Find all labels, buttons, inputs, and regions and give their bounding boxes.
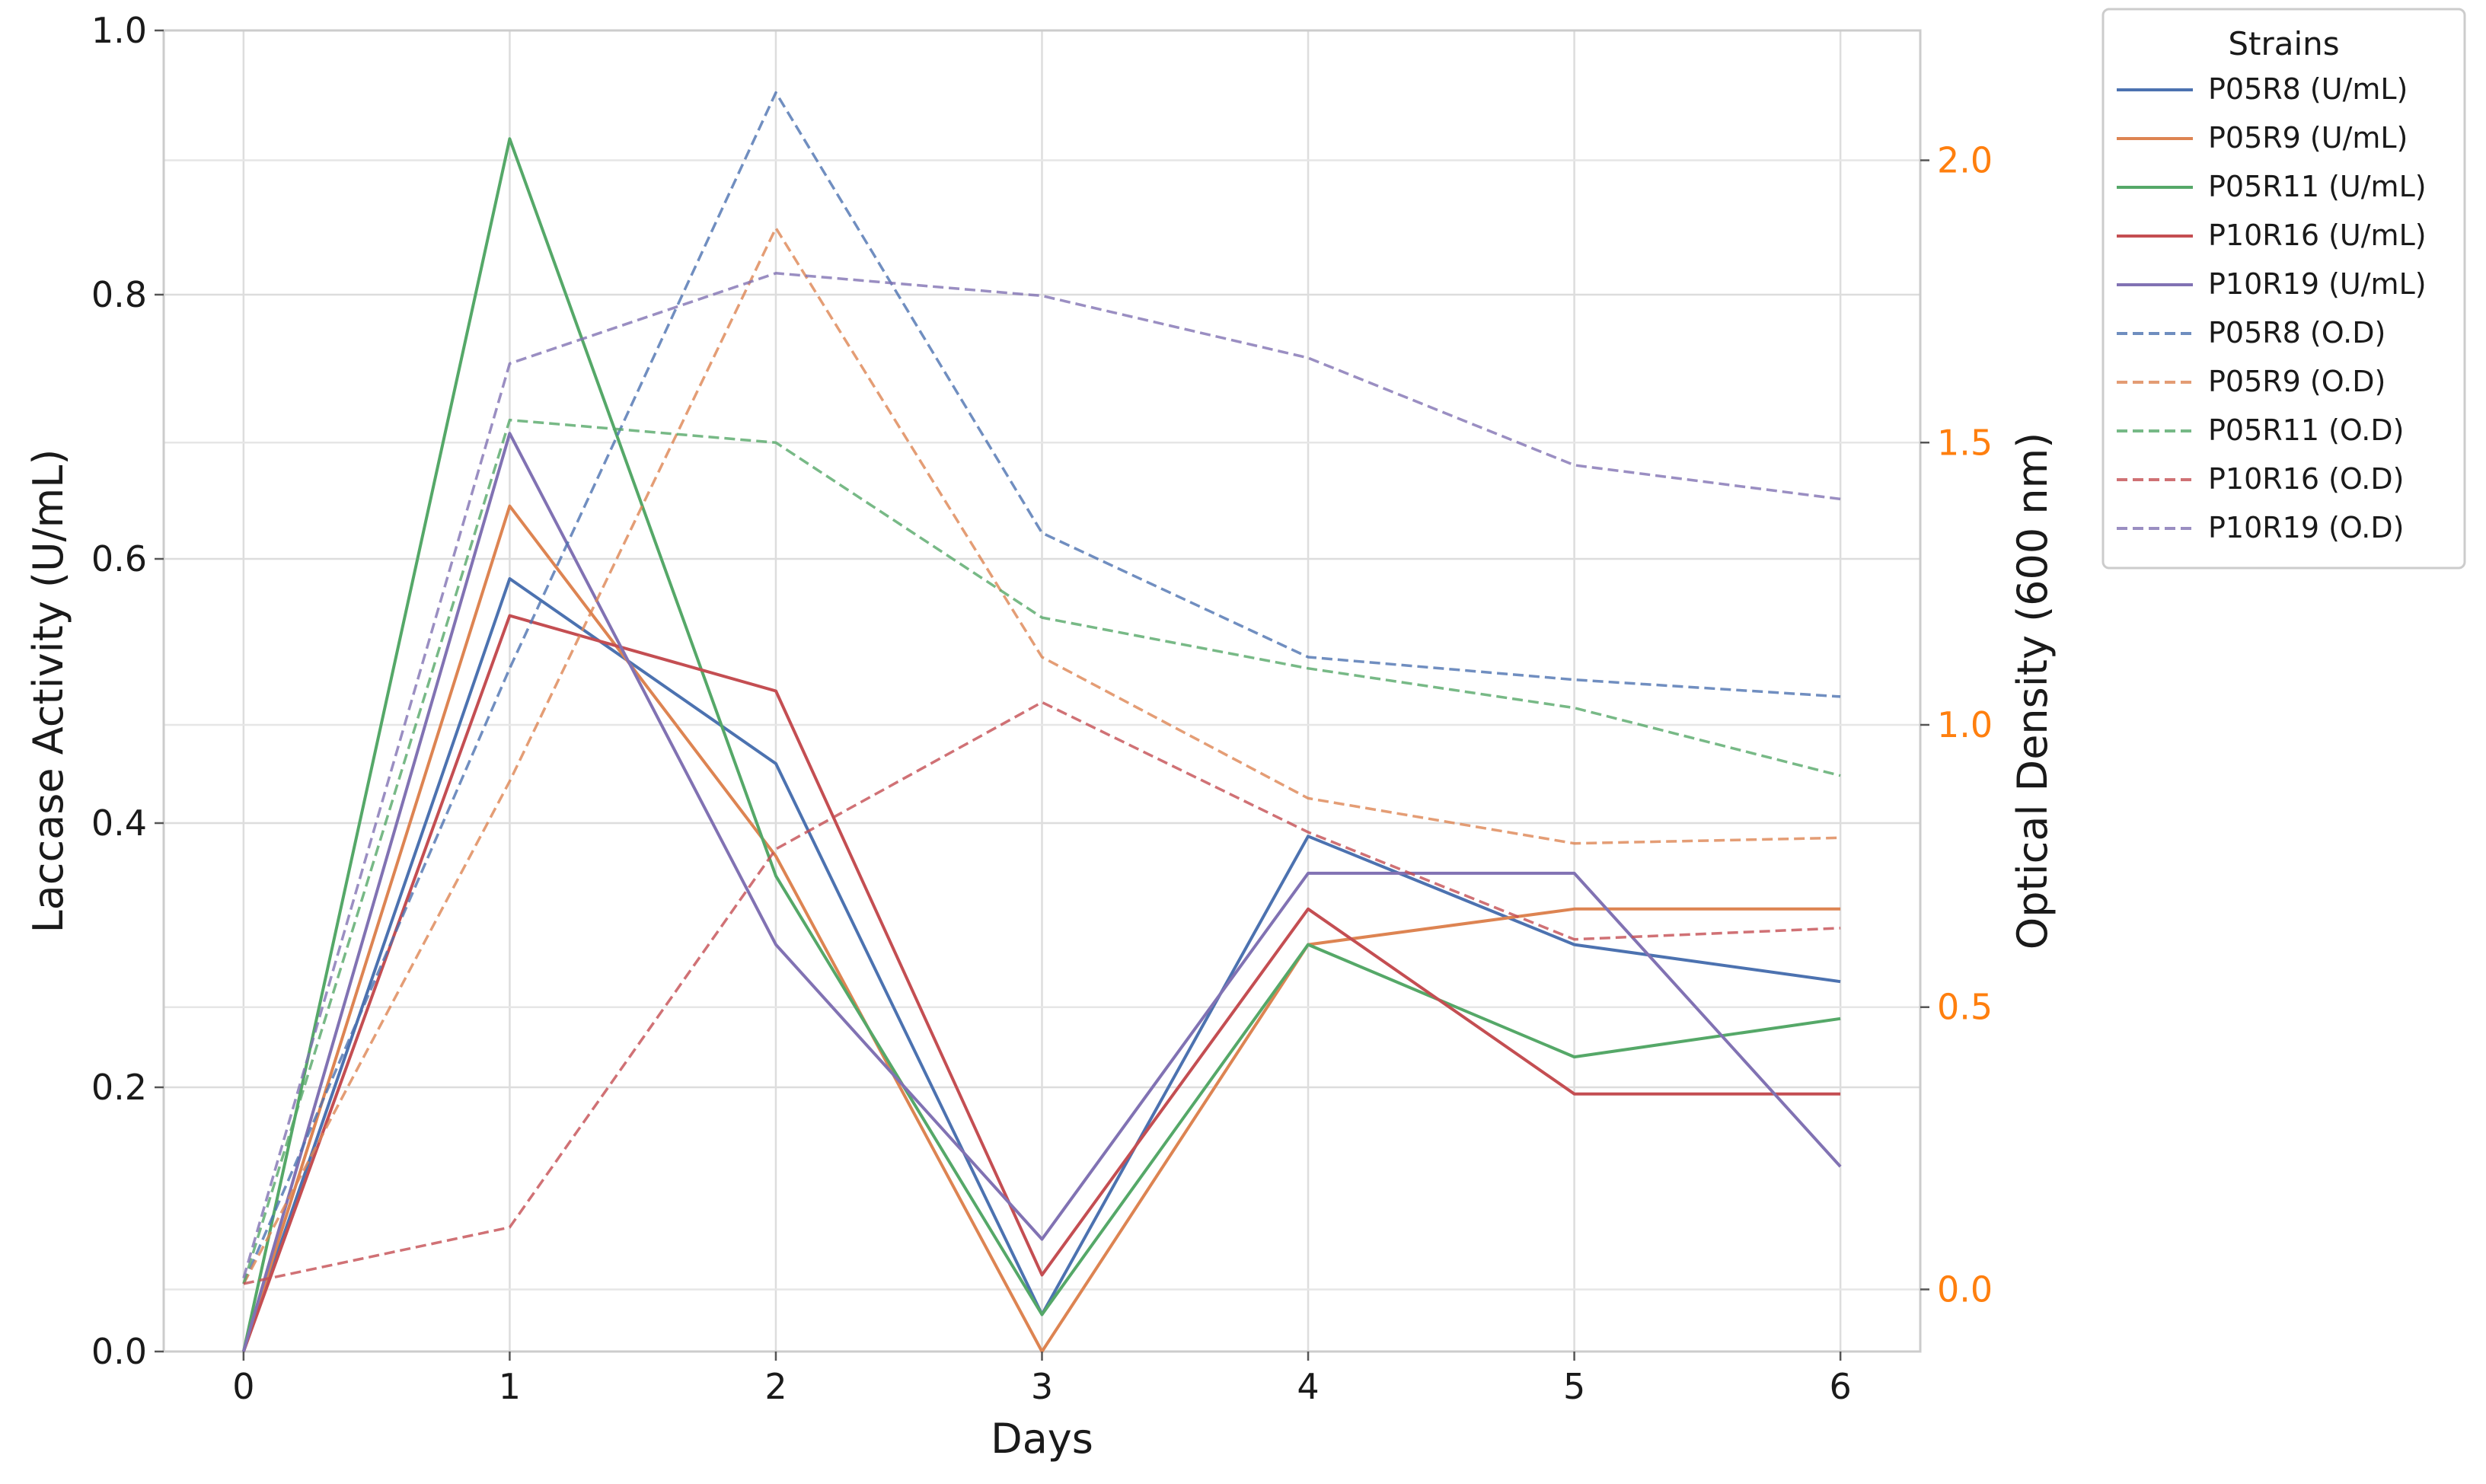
legend-entries: P05R8 (U/mL) P05R9 (U/mL) P05R11 (U/mL) P10…	[2117, 72, 2427, 544]
y-tick-label-left: 1.0	[91, 10, 147, 51]
x-tick-label: 2	[764, 1366, 787, 1407]
legend-label: P10R16 (O.D)	[2208, 462, 2404, 496]
series-line-p10r16-o-d	[243, 701, 1841, 1285]
x-tick-label: 6	[1829, 1366, 1851, 1407]
y-tick-label-left: 0.0	[91, 1331, 147, 1372]
y-tick-label-right: 1.5	[1937, 422, 1993, 463]
y-tick-label-left: 0.4	[91, 803, 147, 844]
y-tick-label-left: 0.2	[91, 1067, 147, 1108]
series-line-p05r9-o-d	[242, 226, 1841, 1285]
x-axis-label: Days	[991, 1415, 1093, 1463]
x-tick-label: 5	[1563, 1366, 1585, 1407]
series-layer	[241, 91, 1842, 1353]
y-tick-label-right: 1.0	[1937, 704, 1993, 745]
legend-label: P10R19 (O.D)	[2208, 511, 2404, 544]
y-tick-label-left: 0.8	[91, 274, 147, 315]
y-tick-label-right: 0.5	[1937, 987, 1993, 1028]
legend-label: P05R8 (U/mL)	[2208, 72, 2408, 106]
legend-label: P05R9 (O.D)	[2208, 365, 2385, 398]
series-line-p10r19-u-ml	[241, 432, 1842, 1352]
legend-label: P05R11 (U/mL)	[2208, 170, 2427, 203]
y-tick-label-right: 2.0	[1937, 140, 1993, 181]
series-line-p05r11-o-d	[242, 418, 1841, 1285]
legend-label: P10R16 (U/mL)	[2208, 219, 2427, 252]
legend-box	[2101, 8, 2466, 570]
x-tick-label: 0	[232, 1366, 254, 1407]
legend-label: P05R9 (U/mL)	[2208, 121, 2408, 155]
legend-label: P10R19 (U/mL)	[2208, 267, 2427, 301]
legend-title: Strains	[2228, 25, 2339, 62]
tick-layer: 0 1 2 3 4 5 6 0.0 0.2 0.4 0.6 0.8 1.0 0.0 0.5 1.0 1.5 2.0	[91, 10, 1993, 1407]
series-line-p05r11-u-ml	[241, 137, 1841, 1352]
grid-layer	[164, 29, 1920, 1353]
y-tick-label-left: 0.6	[91, 538, 147, 579]
y-axis-label-left: Laccase Activity (U/mL)	[24, 449, 72, 933]
x-tick-label: 1	[499, 1366, 521, 1407]
x-tick-label: 3	[1031, 1366, 1053, 1407]
y-axis-label-right: Optical Density (600 nm)	[2009, 432, 2057, 950]
legend: Strains P05R8 (U/mL) P05R9 (U/mL) P05R11 (…	[2101, 8, 2466, 570]
series-line-p10r16-u-ml	[242, 614, 1841, 1352]
x-tick-label: 4	[1297, 1366, 1319, 1407]
legend-label: P05R8 (O.D)	[2208, 316, 2385, 349]
legend-label: P05R11 (O.D)	[2208, 413, 2404, 447]
series-line-p10r19-o-d	[242, 272, 1841, 1279]
y-tick-label-right: 0.0	[1937, 1269, 1993, 1310]
